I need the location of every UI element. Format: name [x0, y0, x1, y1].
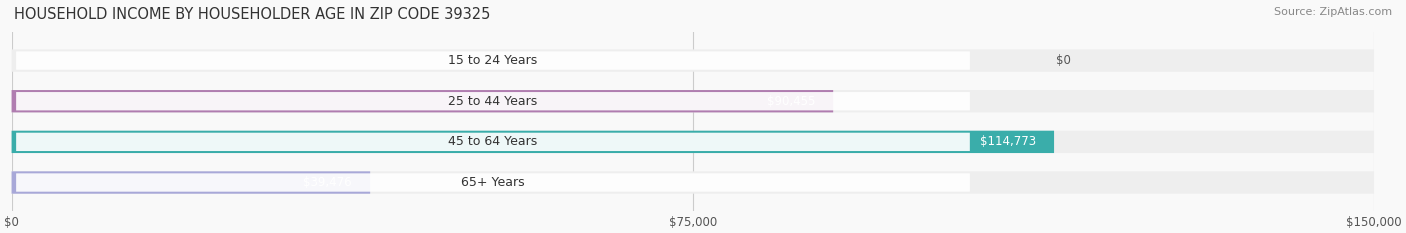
FancyBboxPatch shape — [11, 90, 834, 112]
FancyBboxPatch shape — [11, 171, 370, 194]
FancyBboxPatch shape — [11, 131, 1374, 153]
FancyBboxPatch shape — [15, 92, 970, 110]
Text: 45 to 64 Years: 45 to 64 Years — [449, 135, 537, 148]
Text: $39,476: $39,476 — [304, 176, 352, 189]
Text: HOUSEHOLD INCOME BY HOUSEHOLDER AGE IN ZIP CODE 39325: HOUSEHOLD INCOME BY HOUSEHOLDER AGE IN Z… — [14, 7, 491, 22]
Text: $114,773: $114,773 — [980, 135, 1036, 148]
Text: $90,455: $90,455 — [766, 95, 815, 108]
FancyBboxPatch shape — [15, 51, 970, 70]
FancyBboxPatch shape — [11, 171, 1374, 194]
Text: 25 to 44 Years: 25 to 44 Years — [449, 95, 537, 108]
Text: $0: $0 — [1056, 54, 1071, 67]
FancyBboxPatch shape — [11, 131, 1054, 153]
Text: Source: ZipAtlas.com: Source: ZipAtlas.com — [1274, 7, 1392, 17]
Text: 15 to 24 Years: 15 to 24 Years — [449, 54, 537, 67]
Text: 65+ Years: 65+ Years — [461, 176, 524, 189]
FancyBboxPatch shape — [11, 90, 1374, 112]
FancyBboxPatch shape — [15, 173, 970, 192]
FancyBboxPatch shape — [15, 133, 970, 151]
FancyBboxPatch shape — [11, 49, 1374, 72]
